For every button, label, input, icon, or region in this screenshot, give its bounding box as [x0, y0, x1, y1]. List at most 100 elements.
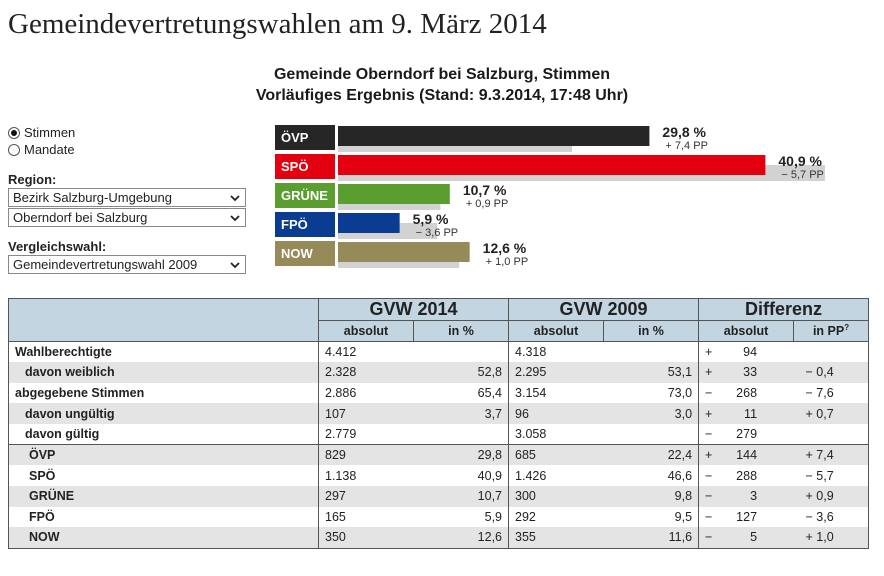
cell-abs-2009: 685: [508, 444, 604, 466]
bar-chart: ÖVP 29,8 %+ 7,4 PP SPÖ 40,9 %− 5,7 PP GRÜNE 1…: [275, 124, 825, 268]
radio-button-icon[interactable]: [8, 143, 20, 156]
cell-pct-2014: 40,9: [413, 465, 509, 486]
chevron-down-icon: [230, 195, 240, 202]
row-label: davon gültig: [8, 423, 319, 445]
value-label: 12,6 %: [483, 240, 527, 256]
column-header: in %: [412, 320, 510, 342]
row-label: GRÜNE: [8, 486, 319, 507]
result-bar: [338, 184, 450, 204]
group-header: GVW 2014: [317, 298, 510, 321]
radio-mandate[interactable]: Mandate: [8, 141, 248, 158]
cell-abs-2014: 107: [318, 403, 414, 424]
table-row: SPÖ 1.138 40,9 1.426 46,6− 288 − 5,7: [8, 465, 870, 486]
column-header-pp: in PP?: [793, 320, 870, 342]
diff-label: + 7,4 PP: [665, 140, 708, 152]
radio-stimmen[interactable]: Stimmen: [8, 124, 248, 141]
party-label: ÖVP: [281, 130, 309, 145]
cell-abs-2014: 350: [318, 527, 414, 549]
cell-abs-2009: 300: [508, 486, 604, 507]
table-row: davon weiblich 2.328 52,8 2.295 53,1 +33− 0,4: [8, 361, 870, 383]
cell-diff-abs: − 268: [698, 382, 794, 404]
table-row: ÖVP 829 29,8 685 22,4 +144 + 7,4: [8, 444, 870, 466]
cell-abs-2009: 355: [508, 527, 604, 549]
chevron-down-icon: [230, 215, 240, 222]
table-row: davon ungültig 107 3,7 96 3,0 +11 + 0,7: [8, 403, 870, 424]
radio-label: Mandate: [24, 142, 75, 157]
cell-diff-abs: − 127: [698, 506, 794, 528]
diff-sign: −: [705, 510, 713, 525]
cell-pct-2009: 9,5: [603, 506, 699, 528]
cell-pct-2014: [413, 423, 509, 445]
party-label-box: [275, 212, 335, 237]
result-bar: [338, 155, 766, 175]
cell-diff-pp: + 0,7: [793, 403, 870, 424]
table-row: NOW 350 12,6 355 11,6−5 + 1,0: [8, 527, 870, 549]
cell-pct-2009: 9,8: [603, 486, 699, 507]
cell-abs-2014: 1.138: [318, 465, 414, 486]
region-select-value: Bezirk Salzburg-Umgebung: [13, 190, 172, 205]
compare-label: Vergleichswahl:: [8, 239, 107, 254]
value-label: 40,9 %: [778, 153, 822, 169]
region-label: Region:: [8, 172, 57, 187]
value-label: 10,7 %: [463, 182, 507, 198]
cell-diff-abs: +11: [698, 403, 794, 424]
filter-panel: Stimmen Mandate Region: Bezirk Salzburg-…: [8, 124, 248, 274]
cell-abs-2014: 2.779: [318, 423, 414, 445]
party-label: FPÖ: [281, 217, 308, 232]
diff-sign: +: [705, 344, 713, 359]
cell-pct-2014: 3,7: [413, 403, 509, 424]
column-header: absolut: [508, 320, 605, 342]
group-header: GVW 2009: [508, 298, 700, 321]
diff-label: + 1,0 PP: [486, 256, 529, 268]
diff-sign: −: [705, 468, 713, 483]
column-header-label: in PP: [812, 324, 845, 339]
diff-value: 5: [750, 530, 758, 545]
cell-diff-abs: −5: [698, 527, 794, 549]
cell-abs-2009: 292: [508, 506, 604, 528]
cell-abs-2009: 4.318: [508, 341, 604, 362]
page-title: Gemeindevertretungswahlen am 9. März 201…: [8, 8, 547, 40]
table-row: abgegebene Stimmen 2.886 65,4 3.154 73,0− 268…: [8, 382, 870, 404]
radio-button-icon[interactable]: [8, 126, 20, 139]
result-bar: [338, 126, 650, 146]
cell-pct-2014: 65,4: [413, 382, 509, 404]
cell-abs-2014: 4.412: [318, 341, 414, 362]
diff-sign: +: [705, 448, 713, 463]
row-label: FPÖ: [8, 506, 319, 528]
row-label: Wahlberechtigte: [8, 341, 319, 362]
diff-sign: −: [705, 427, 713, 442]
cell-pct-2014: 29,8: [413, 444, 509, 466]
cell-pct-2014: 12,6: [413, 527, 509, 549]
table-row: davon gültig 2.779 3.058 − 279: [8, 423, 870, 445]
row-label: davon ungültig: [8, 403, 319, 424]
cell-abs-2009: 2.295: [508, 361, 604, 383]
party-label-box: [275, 183, 335, 208]
municipality-select[interactable]: Oberndorf bei Salzburg: [8, 208, 246, 227]
cell-diff-pp: − 7,6: [793, 382, 870, 404]
value-label: 29,8 %: [662, 124, 706, 140]
diff-value: 279: [736, 427, 758, 442]
cell-diff-abs: +33: [698, 361, 794, 383]
diff-label: + 0,9 PP: [466, 198, 509, 210]
row-label: ÖVP: [8, 444, 319, 466]
region-select[interactable]: Bezirk Salzburg-Umgebung: [8, 188, 246, 207]
cell-pct-2009: [603, 423, 699, 445]
cell-diff-pp: − 0,4: [793, 361, 870, 383]
chart-title: Gemeinde Oberndorf bei Salzburg, Stimmen: [273, 66, 611, 83]
cell-pct-2009: [603, 341, 699, 362]
column-header: in %: [603, 320, 700, 342]
table-row: GRÜNE 297 10,7 300 9,8−3 + 0,9: [8, 486, 870, 507]
diff-value: 3: [750, 489, 758, 504]
compare-select[interactable]: Gemeindevertretungswahl 2009: [8, 255, 246, 274]
column-header: absolut: [698, 320, 795, 342]
diff-sign: +: [705, 365, 713, 380]
cell-diff-pp: − 5,7: [793, 465, 870, 486]
party-label-box: [275, 154, 335, 179]
cell-abs-2009: 3.154: [508, 382, 604, 404]
info-marker[interactable]: ?: [844, 323, 850, 333]
diff-label: − 5,7 PP: [781, 169, 824, 181]
result-bar: [338, 242, 470, 262]
diff-value: 144: [736, 448, 758, 463]
diff-label: − 3,6 PP: [416, 227, 459, 239]
municipality-select-value: Oberndorf bei Salzburg: [13, 210, 148, 225]
